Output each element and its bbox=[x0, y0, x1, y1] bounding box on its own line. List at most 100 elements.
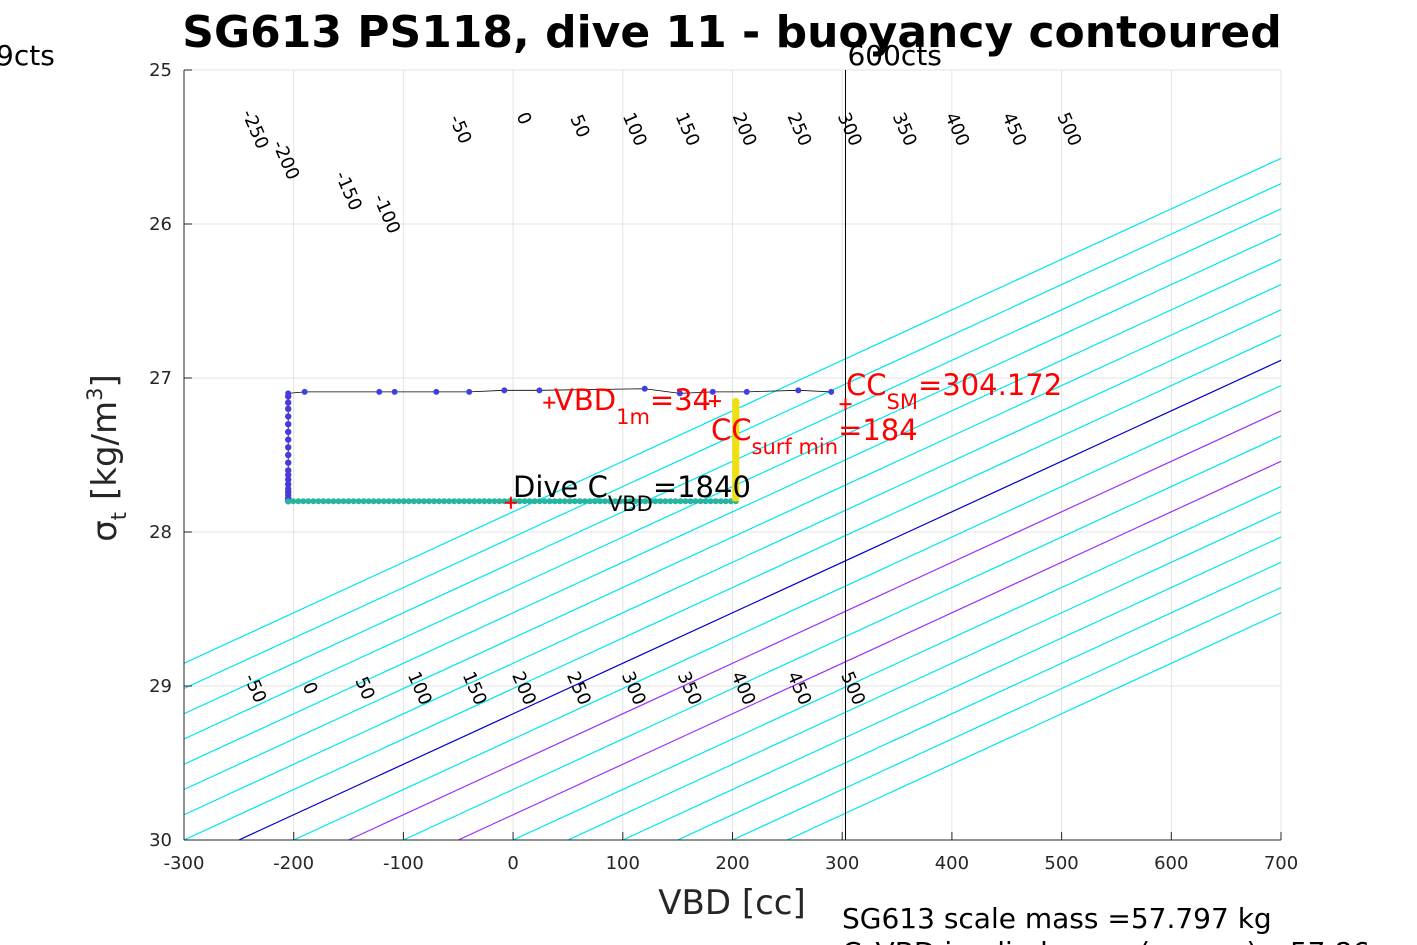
climb-point bbox=[641, 385, 648, 392]
y-axis-unit-close: ] bbox=[85, 374, 125, 387]
dive-point bbox=[395, 498, 402, 505]
x-tick-label: 600 bbox=[1154, 853, 1188, 874]
contour-line bbox=[622, 536, 1281, 840]
dive-point bbox=[436, 498, 443, 505]
dive-point bbox=[702, 498, 709, 505]
dive-point bbox=[662, 498, 669, 505]
dive-point bbox=[727, 498, 734, 505]
dive-point bbox=[330, 498, 337, 505]
y-tick-label: 30 bbox=[149, 830, 172, 851]
dive-point bbox=[426, 498, 433, 505]
surface-point bbox=[732, 485, 740, 493]
contour-line bbox=[512, 485, 1281, 840]
apogee-point bbox=[285, 471, 292, 479]
y-tick-label: 25 bbox=[149, 60, 172, 81]
y-axis-sigma: σ bbox=[85, 520, 125, 542]
climb-point bbox=[536, 387, 543, 394]
dive-point bbox=[285, 498, 292, 505]
footer-scale-mass: SG613 scale mass =57.797 kg bbox=[842, 902, 1272, 935]
dive-point bbox=[471, 498, 478, 505]
dive-point bbox=[576, 498, 583, 505]
footer-implied-mass: C_VBD implied mass (approx) =57.86 bbox=[842, 936, 1370, 945]
x-tick-label: 500 bbox=[1044, 853, 1078, 874]
dive-point bbox=[410, 498, 417, 505]
dive-cvbd-annotation: Dive CVBD=1840 bbox=[513, 470, 751, 516]
climb-point bbox=[433, 388, 440, 395]
cc-sm-annotation: CCSM=304.172 bbox=[846, 368, 1062, 414]
contour-line bbox=[184, 208, 1281, 715]
climb-point bbox=[501, 387, 508, 394]
climb-point bbox=[795, 387, 802, 394]
climb-point bbox=[828, 388, 835, 395]
dive-point bbox=[360, 498, 367, 505]
climb-point bbox=[676, 390, 683, 397]
dive-point bbox=[617, 498, 624, 505]
dive-point bbox=[415, 498, 422, 505]
dive-point bbox=[637, 498, 644, 505]
dive-point bbox=[290, 498, 297, 505]
dive-point bbox=[521, 498, 528, 505]
estimate-markers bbox=[504, 395, 852, 509]
dive-point bbox=[380, 498, 387, 505]
contour-line bbox=[184, 283, 1281, 791]
dive-point bbox=[315, 498, 322, 505]
apogee-point bbox=[285, 413, 292, 420]
dive-point bbox=[581, 498, 588, 505]
apogee-point bbox=[285, 428, 292, 436]
dive-point bbox=[597, 498, 604, 505]
x-tick-label: -300 bbox=[164, 853, 205, 874]
apogee-point bbox=[285, 459, 292, 466]
dive-point bbox=[375, 498, 382, 505]
dive-point bbox=[461, 498, 468, 505]
vbd-1m-annotation: VBD1m=34 bbox=[554, 383, 711, 429]
dive-point bbox=[722, 498, 729, 505]
count-reference-lines: 600cts 9cts bbox=[0, 39, 942, 840]
contour-line bbox=[787, 612, 1281, 840]
contour-line bbox=[184, 157, 1281, 664]
contour-line bbox=[457, 460, 1281, 840]
dive-point bbox=[305, 498, 312, 505]
contour-line bbox=[184, 309, 1281, 816]
dive-point bbox=[466, 498, 473, 505]
dive-point bbox=[481, 498, 488, 505]
dive-point bbox=[672, 498, 679, 505]
dive-point bbox=[536, 498, 543, 505]
dive-point bbox=[340, 498, 347, 505]
climb-point bbox=[709, 388, 716, 395]
dive-point bbox=[446, 498, 453, 505]
surface-point bbox=[732, 397, 740, 405]
dive-point bbox=[546, 498, 553, 505]
dive-point bbox=[657, 498, 664, 505]
dive-point bbox=[405, 498, 412, 505]
contour-line bbox=[184, 233, 1281, 740]
dive-point bbox=[566, 498, 573, 505]
dive-point bbox=[632, 498, 639, 505]
dive-point bbox=[687, 498, 694, 505]
dive-point bbox=[586, 498, 593, 505]
dive-point bbox=[300, 498, 307, 505]
x-tick-label: 400 bbox=[935, 853, 969, 874]
dive-point bbox=[345, 498, 352, 505]
climb-point bbox=[743, 388, 750, 395]
y-tick-label: 29 bbox=[149, 676, 172, 697]
dive-point bbox=[697, 498, 704, 505]
apogee-point bbox=[285, 481, 292, 488]
dive-point bbox=[390, 498, 397, 505]
contour-line bbox=[184, 334, 1281, 840]
climb-point bbox=[376, 388, 383, 395]
x-tick-label: 100 bbox=[606, 853, 640, 874]
count-reference-label: 9cts bbox=[0, 39, 55, 72]
surface-point bbox=[732, 474, 740, 482]
contour-line bbox=[403, 435, 1281, 840]
surface-point bbox=[732, 413, 740, 420]
dive-point bbox=[431, 498, 438, 505]
dive-point bbox=[622, 498, 629, 505]
dive-point bbox=[370, 498, 377, 505]
apogee-point bbox=[285, 467, 292, 474]
apogee-point bbox=[285, 444, 292, 451]
apogee-point bbox=[285, 476, 292, 483]
dive-point bbox=[717, 498, 724, 505]
surface-point bbox=[732, 444, 740, 451]
dive-point bbox=[602, 498, 609, 505]
